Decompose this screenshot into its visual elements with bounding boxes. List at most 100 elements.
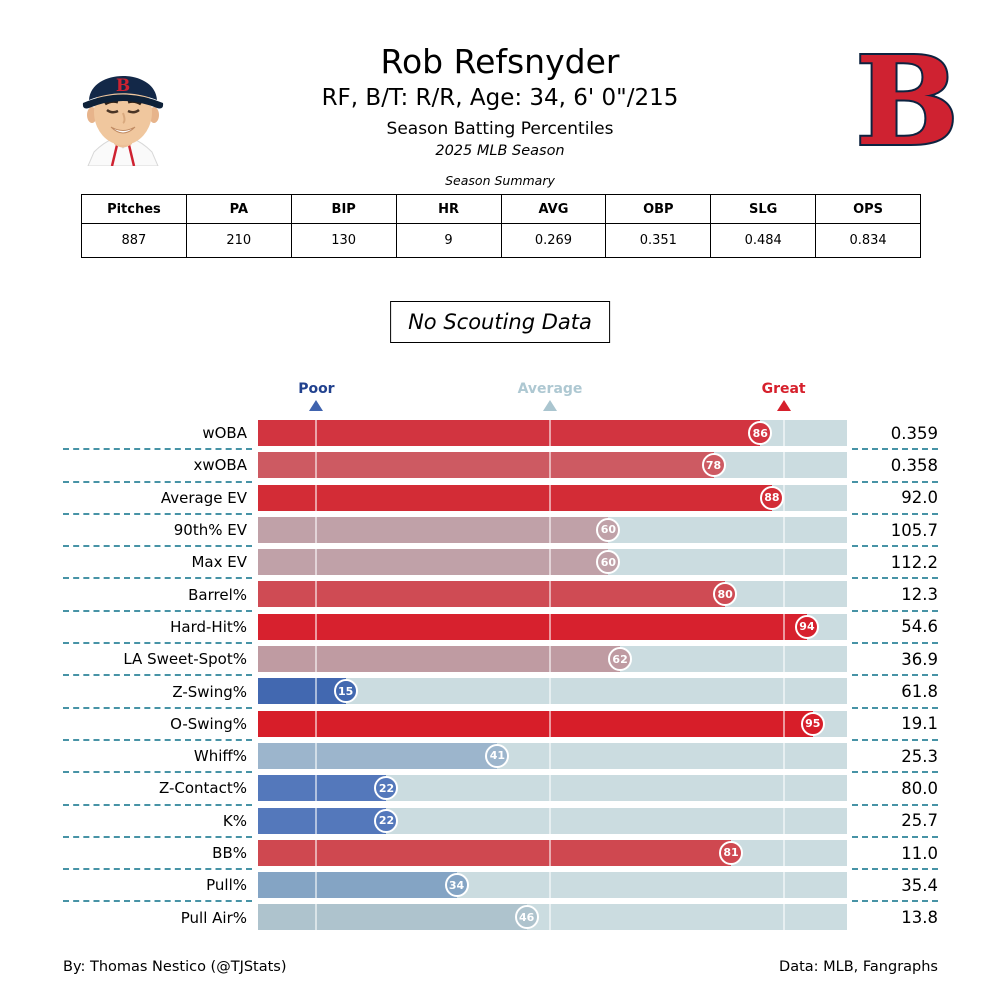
summary-col-value: 130 [290,223,397,258]
scale-gridline [315,613,318,640]
percentile-badge: 34 [444,873,469,898]
chart-title: Season Batting Percentiles [386,118,614,139]
scale-gridline [782,742,785,769]
percentile-row: K% 22 25.7 [0,805,1000,838]
scale-gridline [782,775,785,802]
percentile-badge: 80 [713,582,738,607]
percentile-row: Pull Air% 46 13.8 [0,901,1000,933]
summary-col-value: 887 [81,223,187,258]
percentile-chart: wOBA 86 0.359 xwOBA 78 0.358 Average EV 88 92.0 9… [0,417,1000,934]
scale-gridline [315,581,318,608]
stat-value: 0.359 [890,423,938,443]
percentile-track: 95 [258,710,847,737]
marker-label-great: Great [761,381,806,397]
scale-gridline [315,678,318,705]
stat-value: 25.7 [901,811,938,831]
row-separator [63,512,252,515]
scale-gridline [315,904,318,931]
marker-label-average: Average [517,381,583,397]
stat-label: LA Sweet-Spot% [123,650,247,669]
stat-value: 35.4 [901,875,938,895]
percentile-row: 90th% EV 60 105.7 [0,514,1000,548]
stat-label: wOBA [202,424,247,443]
percentile-row: wOBA 86 0.359 [0,417,1000,451]
row-separator [852,577,938,580]
summary-col-header: OBP [605,194,712,224]
stat-value: 54.6 [901,617,938,637]
percentile-track: 15 [258,678,847,705]
percentile-badge: 22 [374,808,399,833]
svg-text:B: B [116,76,130,96]
summary-col-header: BIP [290,194,397,224]
row-separator [63,448,252,451]
summary-col-header: OPS [815,194,921,224]
scale-gridline [549,710,551,737]
scale-gridline [315,872,318,899]
scale-gridline [315,807,318,834]
summary-col-value: 210 [185,223,292,258]
scale-gridline [315,484,318,511]
percentile-row: Pull% 34 35.4 [0,869,1000,903]
row-separator [852,835,938,838]
stat-label: Pull% [206,876,247,895]
row-separator [63,480,252,483]
scale-gridline [315,742,318,769]
row-separator [63,642,252,645]
percentile-fill [258,904,527,931]
percentile-badge: 94 [794,614,819,639]
summary-col-value: 0.484 [710,223,817,258]
stat-label: Pull Air% [180,908,247,927]
percentile-fill [258,646,621,673]
stat-value: 92.0 [901,488,938,508]
row-separator [852,706,938,709]
row-separator [852,868,938,871]
scale-gridline [549,646,551,673]
percentile-row: Max EV 60 112.2 [0,546,1000,580]
percentile-row: Hard-Hit% 94 54.6 [0,611,1000,645]
stat-label: Max EV [191,553,247,572]
percentile-track: 41 [258,742,847,769]
svg-text:B: B [855,38,958,170]
stat-label: Z-Contact% [158,779,247,798]
row-separator [63,674,252,677]
stat-label: Hard-Hit% [170,617,247,636]
percentile-track: 78 [258,452,847,479]
season-summary-table: Pitches PA BIP HR AVG OBP SLG OPS 887 210 130 9 0.2… [81,194,921,258]
scale-gridline [549,678,551,705]
scale-gridline [315,420,318,446]
scale-gridline [782,678,785,705]
percentile-track: 94 [258,613,847,640]
stat-label: xwOBA [193,456,247,475]
scale-gridline [549,807,551,834]
percentile-row: Barrel% 80 12.3 [0,578,1000,612]
percentile-fill [258,710,813,737]
summary-col-header: Pitches [81,194,187,224]
percentile-badge: 46 [514,905,539,930]
scale-gridline [549,549,551,576]
scale-gridline [549,872,551,899]
scale-gridline [782,516,785,543]
scale-gridline [549,452,551,479]
percentile-row: xwOBA 78 0.358 [0,449,1000,483]
stat-value: 11.0 [901,843,938,863]
stat-value: 19.1 [901,714,938,734]
scale-gridline [782,807,785,834]
scale-gridline [315,775,318,802]
no-scouting-data-box: No Scouting Data [390,301,610,343]
stat-label: Average EV [160,488,247,507]
summary-col-value: 0.834 [815,223,921,258]
percentile-row: BB% 81 11.0 [0,837,1000,871]
scale-gridline [315,516,318,543]
marker-label-poor: Poor [298,381,335,397]
stat-value: 12.3 [901,585,938,605]
marker-triangle-icon [309,400,324,411]
percentile-badge: 88 [759,485,784,510]
percentile-row: Z-Contact% 22 80.0 [0,772,1000,806]
percentile-fill [258,872,457,899]
summary-col-header: PA [185,194,292,224]
row-separator [852,512,938,515]
row-separator [852,803,938,806]
percentile-fill [258,839,732,866]
scale-gridline [782,549,785,576]
stat-label: Whiff% [193,747,247,766]
